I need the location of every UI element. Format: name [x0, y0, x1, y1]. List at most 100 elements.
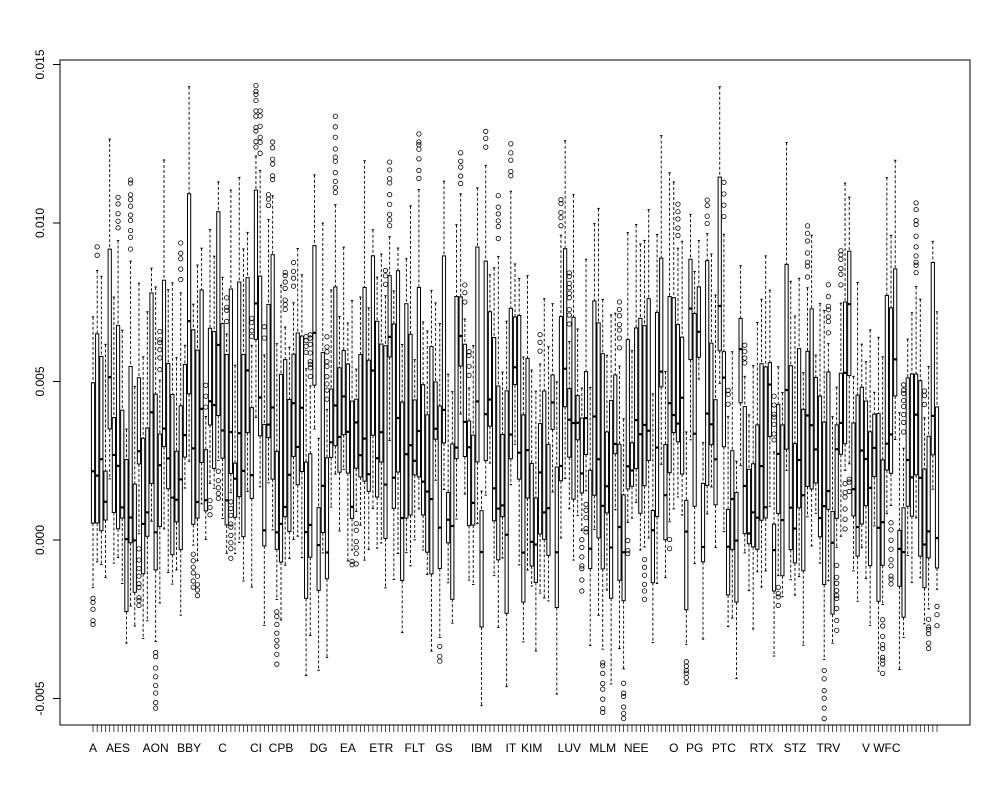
outlier-point [353, 520, 359, 527]
iqr-box [228, 288, 233, 474]
outlier-point [880, 617, 886, 623]
outlier-point [253, 128, 259, 134]
iqr-box [579, 417, 584, 494]
x-tick-label: AES [106, 741, 130, 755]
iqr-box [717, 176, 722, 352]
outlier-point [621, 715, 627, 722]
outlier-point [190, 584, 196, 590]
box-180 [842, 182, 848, 532]
box-90 [466, 349, 472, 581]
outlier-point [228, 512, 234, 518]
outlier-point [387, 223, 393, 229]
iqr-box [730, 450, 735, 551]
iqr-box [291, 353, 296, 457]
y-tick-label: 0.010 [33, 208, 47, 238]
outlier-point [483, 144, 489, 150]
iqr-box [776, 403, 781, 514]
box-153 [730, 351, 735, 619]
iqr-box [680, 336, 685, 475]
outlier-point [203, 382, 209, 388]
iqr-box [212, 331, 217, 469]
outlier-point [900, 397, 907, 404]
outlier-point [274, 661, 280, 667]
iqr-box [533, 497, 538, 583]
box-59 [337, 315, 342, 532]
outlier-point [128, 177, 134, 183]
iqr-box [792, 443, 798, 564]
x-tick-label: PG [686, 741, 703, 755]
outlier-point [537, 339, 543, 345]
outlier-point [324, 374, 330, 380]
outlier-point [387, 176, 393, 182]
iqr-box [888, 307, 894, 474]
outlier-point [566, 273, 572, 279]
outlier-point [558, 215, 564, 221]
box-192 [893, 159, 898, 440]
outlier-point [775, 591, 781, 597]
outlier-point [495, 223, 501, 230]
outlier-point [600, 709, 606, 715]
outlier-point [495, 193, 501, 199]
outlier-point [926, 616, 932, 622]
outlier-point [353, 538, 359, 545]
outlier-point [721, 179, 727, 185]
box-40 [257, 108, 263, 488]
box-172 [809, 234, 814, 547]
outlier-point [888, 527, 894, 533]
iqr-box [475, 246, 480, 463]
box-145 [696, 239, 701, 380]
outlier-point [257, 150, 263, 156]
x-axis: A AES AON BBY C CI CPB DG EA ETR FLT GS IBM IT KIM LUV M… [89, 724, 938, 755]
outlier-point [282, 269, 288, 276]
outlier-point [136, 557, 142, 563]
iqr-box [801, 408, 806, 572]
iqr-box [713, 399, 718, 506]
outlier-point [825, 282, 831, 288]
iqr-box [529, 462, 534, 567]
box-98 [500, 371, 505, 559]
box-148 [709, 253, 714, 488]
iqr-box [725, 508, 731, 596]
box-42 [265, 192, 272, 484]
outlier-point [625, 538, 631, 544]
outlier-point [616, 327, 623, 333]
outlier-point [253, 108, 259, 114]
iqr-box [216, 211, 221, 416]
iqr-box [592, 300, 597, 496]
iqr-box [504, 390, 509, 614]
iqr-box [809, 308, 814, 490]
outlier-point [913, 259, 919, 265]
iqr-box [834, 424, 839, 519]
outlier-point [900, 412, 907, 418]
box-66 [366, 307, 371, 550]
outlier-point [842, 481, 848, 487]
box-8 [124, 428, 129, 644]
outlier-point [821, 688, 827, 694]
outlier-point [834, 593, 840, 599]
iqr-box [416, 286, 422, 478]
outlier-point [495, 235, 501, 242]
outlier-point [458, 180, 464, 187]
iqr-box [90, 382, 96, 524]
outlier-point [303, 349, 309, 355]
outlier-point [483, 135, 489, 141]
outlier-point [888, 557, 894, 563]
outlier-point [90, 599, 96, 605]
iqr-box [563, 248, 568, 408]
box-193 [897, 412, 902, 670]
outlier-point [566, 270, 572, 276]
iqr-box [659, 257, 664, 388]
outlier-point [153, 682, 159, 689]
iqr-box [408, 333, 413, 516]
outlier-point [825, 330, 831, 336]
outlier-point [462, 290, 468, 296]
iqr-box [918, 380, 923, 557]
iqr-box [316, 507, 321, 591]
outlier-point [558, 223, 564, 229]
box-182 [851, 375, 856, 572]
outlier-point [224, 318, 230, 324]
outlier-point [934, 612, 940, 618]
iqr-box [492, 336, 497, 522]
iqr-box [767, 362, 772, 437]
outlier-point [265, 192, 272, 198]
